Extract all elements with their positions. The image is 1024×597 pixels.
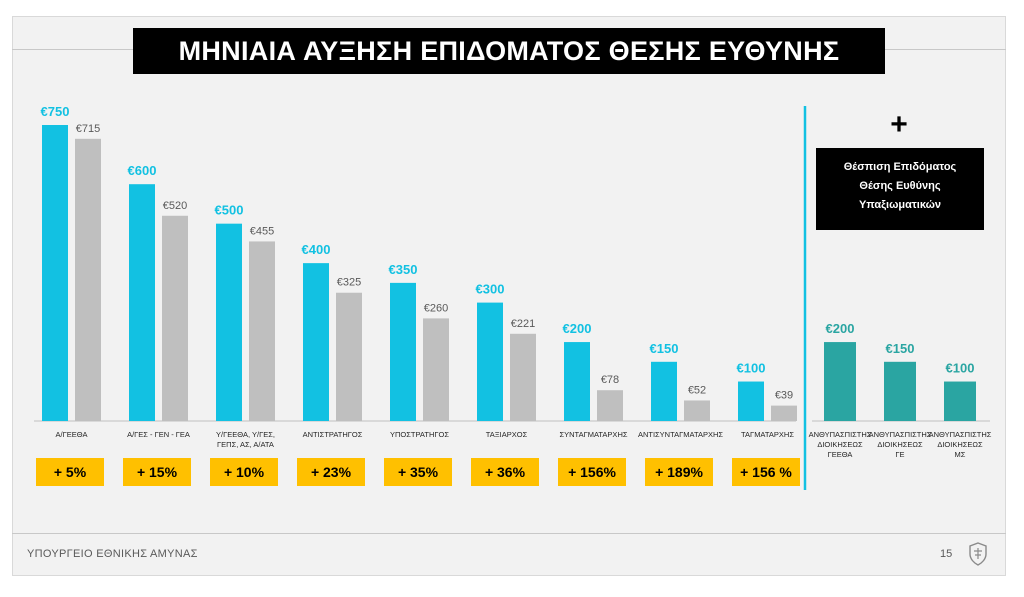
category-label-nco: ΓΕ (895, 450, 904, 459)
chart-title: ΜΗΝΙΑΙΑ ΑΥΞΗΣΗ ΕΠΙΔΟΜΑΤΟΣ ΘΕΣΗΣ ΕΥΘΥΝΗΣ (133, 28, 885, 74)
category-label-nco: ΓΕΕΘΑ (828, 450, 853, 459)
bar-previous-amount (510, 333, 536, 421)
data-label-new: €350 (389, 262, 418, 277)
bar-new-amount (738, 381, 764, 421)
bar-new-amount (303, 263, 329, 421)
data-label-new: €300 (476, 282, 505, 297)
bar-new-amount (651, 361, 677, 421)
data-label-new: €600 (128, 163, 157, 178)
data-label-nco: €100 (946, 361, 975, 376)
data-label-previous: €52 (688, 384, 706, 396)
bar-nco-amount (824, 342, 856, 421)
percent-increase-badge: + 35% (384, 458, 452, 486)
data-label-new: €400 (302, 242, 331, 257)
bar-previous-amount (336, 292, 362, 421)
percent-increase-badge: + 15% (123, 458, 191, 486)
category-label: ΑΝΤΙΣΥΝΤΑΓΜΑΤΑΡΧΗΣ (638, 430, 723, 439)
percent-increase-badge: + 10% (210, 458, 278, 486)
bar-previous-amount (771, 405, 797, 421)
bar-new-amount (564, 342, 590, 421)
bar-previous-amount (597, 390, 623, 421)
category-label: Α/ΓΕΣ - ΓΕΝ - ΓΕΑ (127, 430, 190, 439)
data-label-new: €500 (215, 203, 244, 218)
bar-previous-amount (423, 318, 449, 421)
note-line: Θέσπιση Επιδόματος (843, 161, 957, 173)
data-label-nco: €150 (886, 341, 915, 356)
percent-increase-badge: + 23% (297, 458, 365, 486)
bar-new-amount (129, 184, 155, 421)
ministry-crest-icon (969, 542, 987, 566)
bar-nco-amount (944, 381, 976, 421)
bar-previous-amount (684, 400, 710, 421)
category-label-nco: ΔΙΟΙΚΗΣΕΩΣ (817, 440, 863, 449)
plus-sign: + (890, 108, 908, 141)
data-label-previous: €78 (601, 374, 619, 386)
category-label: Υ/ΓΕΕΘΑ, Υ/ΓΕΣ, (216, 430, 275, 439)
category-label: ΓΕΠΣ, ΑΣ, Α/ΑΤΑ (217, 440, 274, 449)
ministry-name: ΥΠΟΥΡΓΕΙΟ ΕΘΝΙΚΗΣ ΑΜΥΝΑΣ (27, 548, 198, 560)
category-label: ΑΝΤΙΣΤΡΑΤΗΓΟΣ (303, 430, 363, 439)
data-label-previous: €260 (424, 302, 448, 314)
data-label-previous: €325 (337, 277, 361, 289)
percent-increase-badge: + 156% (558, 458, 626, 486)
footer-divider (12, 533, 1006, 534)
data-label-previous: €520 (163, 200, 187, 212)
bar-previous-amount (75, 138, 101, 421)
category-label: ΤΑΓΜΑΤΑΡΧΗΣ (741, 430, 794, 439)
data-label-new: €750 (41, 104, 70, 119)
percent-increase-badge: + 36% (471, 458, 539, 486)
bar-new-amount (216, 223, 242, 421)
percent-increase-badge: + 189% (645, 458, 713, 486)
data-label-previous: €221 (511, 318, 535, 330)
data-label-nco: €200 (826, 321, 855, 336)
category-label-nco: ΔΙΟΙΚΗΣΕΩΣ (937, 440, 983, 449)
data-label-new: €150 (650, 341, 679, 356)
bar-new-amount (42, 125, 68, 421)
data-label-previous: €715 (76, 123, 100, 135)
category-label: ΣΥΝΤΑΓΜΑΤΑΡΧΗΣ (560, 430, 628, 439)
bar-new-amount (390, 282, 416, 421)
category-label: ΥΠΟΣΤΡΑΤΗΓΟΣ (390, 430, 449, 439)
category-label: Α/ΓΕΕΘΑ (56, 430, 88, 439)
bar-nco-amount (884, 361, 916, 421)
category-label: ΤΑΞΙΑΡΧΟΣ (486, 430, 528, 439)
percent-increase-badge: + 5% (36, 458, 104, 486)
category-label-nco: ΑΝΘΥΠΑΣΠΙΣΤΗΣ (809, 430, 872, 439)
bar-new-amount (477, 302, 503, 421)
percent-increase-badge: + 156 % (732, 458, 800, 486)
data-label-previous: €39 (775, 390, 793, 402)
bar-previous-amount (162, 215, 188, 421)
note-line: Θέσης Ευθύνης (859, 180, 941, 192)
note-line: Υπαξιωματικών (858, 199, 942, 211)
bar-previous-amount (249, 241, 275, 421)
data-label-new: €100 (737, 361, 766, 376)
category-label-nco: ΑΝΘΥΠΑΣΠΙΣΤΗΣ (929, 430, 992, 439)
nco-allowance-note: Θέσπιση Επιδόματος Θέσης Ευθύνης Υπαξιωμ… (816, 148, 984, 230)
category-label-nco: ΜΣ (955, 450, 966, 459)
data-label-new: €200 (563, 321, 592, 336)
data-label-previous: €455 (250, 225, 274, 237)
page-number: 15 (940, 548, 953, 560)
category-label-nco: ΔΙΟΙΚΗΣΕΩΣ (877, 440, 923, 449)
category-label-nco: ΑΝΘΥΠΑΣΠΙΣΤΗΣ (869, 430, 932, 439)
